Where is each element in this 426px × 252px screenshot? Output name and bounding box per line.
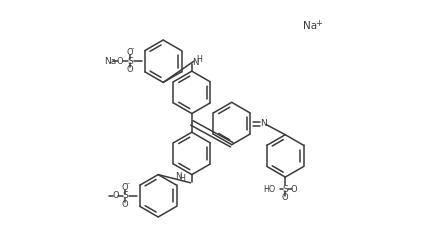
Text: O: O	[282, 193, 288, 202]
Text: HO: HO	[264, 184, 276, 194]
Text: +: +	[315, 19, 322, 28]
Text: ⁻: ⁻	[125, 181, 130, 190]
Text: S: S	[122, 191, 128, 200]
Text: O: O	[122, 183, 128, 192]
Text: H: H	[179, 174, 185, 183]
Text: S: S	[282, 184, 288, 194]
Text: ⁻: ⁻	[130, 47, 135, 56]
Text: O: O	[122, 200, 128, 208]
Text: N: N	[193, 58, 199, 67]
Text: O: O	[291, 184, 297, 194]
Text: Na: Na	[303, 21, 317, 31]
Text: N: N	[176, 172, 182, 181]
Text: O: O	[117, 57, 124, 66]
Text: O: O	[127, 48, 133, 57]
Text: O: O	[127, 65, 133, 74]
Text: H: H	[196, 55, 202, 65]
Text: S: S	[127, 57, 133, 66]
Text: Na: Na	[104, 57, 116, 66]
Text: O: O	[112, 191, 119, 200]
Text: N: N	[260, 118, 267, 128]
